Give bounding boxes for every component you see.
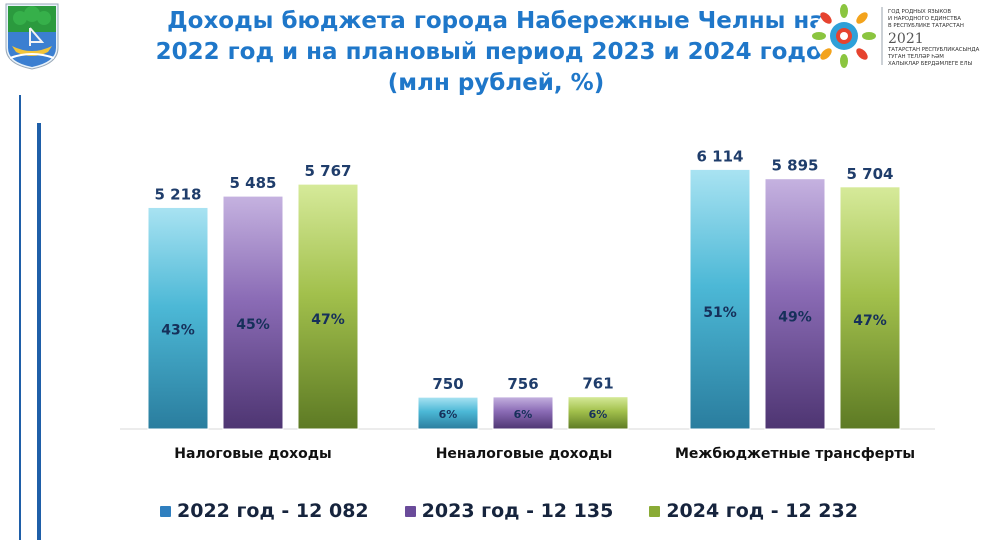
value-label-nenalogovye-2022: 750 bbox=[432, 375, 463, 393]
value-label-nalogovye-2023: 5 485 bbox=[230, 174, 277, 192]
decorative-vertical-line bbox=[19, 95, 21, 540]
category-label-transferty: Межбюджетные трансферты bbox=[675, 446, 915, 462]
emblem-text-5: ТАТАРСТАН РЕСПУБЛИКАСЫНДА bbox=[887, 47, 980, 53]
bar-nalogovye-2024 bbox=[297, 183, 359, 430]
flower-emblem-icon bbox=[812, 4, 876, 68]
city-emblem-logo bbox=[5, 3, 59, 70]
emblem-text-6: ТУГАН ТЕЛЛӘР ҺӘМ bbox=[887, 54, 944, 60]
bar-transferty-2023 bbox=[764, 178, 826, 430]
bar-transferty-2022 bbox=[689, 168, 751, 430]
legend-swatch-2022 bbox=[160, 505, 171, 517]
bar-nenalogovye-2024 bbox=[567, 396, 629, 430]
bar-nenalogovye-2022 bbox=[417, 396, 479, 430]
value-label-nenalogovye-2024: 761 bbox=[582, 375, 613, 393]
percent-label-nenalogovye-2024: 6% bbox=[589, 408, 608, 421]
value-label-nenalogovye-2023: 756 bbox=[507, 375, 538, 393]
title-line-1: Доходы бюджета города Набережные Челны н… bbox=[167, 8, 825, 34]
bar-nenalogovye-2023 bbox=[492, 396, 554, 430]
chart-title: Доходы бюджета города Набережные Челны н… bbox=[60, 6, 932, 99]
category-label-nalogovye: Налоговые доходы bbox=[174, 446, 331, 462]
emblem-text-7: ХАЛЫКЛАР БЕРДӘМЛЕГЕ ЕЛЫ bbox=[888, 61, 973, 67]
percent-label-nenalogovye-2023: 6% bbox=[514, 408, 533, 421]
percent-label-nalogovye-2023: 45% bbox=[236, 317, 270, 333]
year-of-languages-emblem: ГОД РОДНЫХ ЯЗЫКОВ И НАРОДНОГО ЕДИНСТВА В… bbox=[812, 4, 980, 68]
legend-swatch-2023 bbox=[404, 505, 416, 517]
value-label-nalogovye-2022: 5 218 bbox=[155, 185, 202, 203]
value-label-transferty-2022: 6 114 bbox=[697, 147, 744, 165]
legend-item-2023: 2023 год - 12 135 bbox=[404, 500, 614, 522]
percent-label-transferty-2024: 47% bbox=[853, 313, 887, 329]
emblem-year: 2021 bbox=[888, 31, 924, 47]
bar-nalogovye-2022 bbox=[147, 206, 209, 430]
value-label-transferty-2023: 5 895 bbox=[772, 157, 819, 175]
legend-swatch-2024 bbox=[649, 505, 661, 517]
emblem-text-2: И НАРОДНОГО ЕДИНСТВА bbox=[888, 16, 961, 22]
legend-label-2024: 2024 год - 12 232 bbox=[666, 500, 858, 522]
percent-label-transferty-2023: 49% bbox=[778, 309, 812, 325]
percent-label-nenalogovye-2022: 6% bbox=[439, 408, 458, 421]
category-label-nenalogovye: Неналоговые доходы bbox=[436, 446, 613, 462]
value-label-transferty-2024: 5 704 bbox=[847, 165, 894, 183]
legend-item-2022: 2022 год - 12 082 bbox=[160, 500, 369, 522]
percent-label-transferty-2022: 51% bbox=[703, 305, 737, 321]
emblem-text-1: ГОД РОДНЫХ ЯЗЫКОВ bbox=[888, 9, 951, 15]
chart-legend: 2022 год - 12 082 2023 год - 12 135 2024… bbox=[160, 496, 920, 526]
emblem-text-3: В РЕСПУБЛИКЕ ТАТАРСТАН bbox=[888, 23, 964, 29]
decorative-vertical-line-thick bbox=[37, 123, 41, 540]
title-line-2: 2022 год и на плановый период 2023 и 202… bbox=[155, 39, 837, 65]
title-line-3: (млн рублей, %) bbox=[387, 70, 605, 96]
legend-item-2024: 2024 год - 12 232 bbox=[649, 500, 858, 522]
legend-label-2023: 2023 год - 12 135 bbox=[421, 500, 614, 522]
value-label-nalogovye-2024: 5 767 bbox=[305, 162, 352, 180]
percent-label-nalogovye-2024: 47% bbox=[311, 312, 345, 328]
bar-nalogovye-2023 bbox=[222, 195, 284, 430]
bar-transferty-2024 bbox=[839, 186, 901, 430]
legend-label-2022: 2022 год - 12 082 bbox=[177, 500, 369, 522]
percent-label-nalogovye-2022: 43% bbox=[161, 322, 195, 338]
